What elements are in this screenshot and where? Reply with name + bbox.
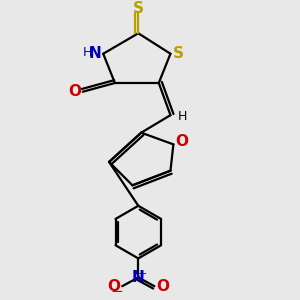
Text: H: H <box>82 46 92 59</box>
Text: O: O <box>157 279 170 294</box>
Text: S: S <box>173 46 184 61</box>
Text: +: + <box>138 268 147 279</box>
Text: −: − <box>111 284 123 299</box>
Text: O: O <box>68 84 81 99</box>
Text: O: O <box>176 134 189 149</box>
Text: H: H <box>178 110 187 123</box>
Text: N: N <box>132 270 145 285</box>
Text: O: O <box>107 279 120 294</box>
Text: S: S <box>133 1 144 16</box>
Text: N: N <box>89 46 101 61</box>
